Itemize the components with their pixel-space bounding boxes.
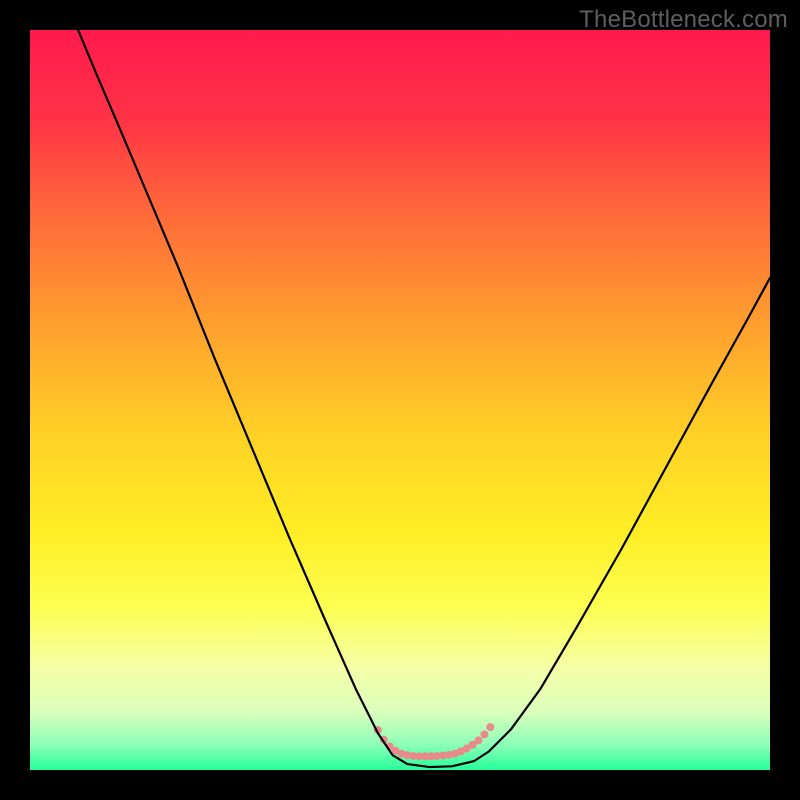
bottleneck-chart (0, 0, 800, 800)
watermark-text: TheBottleneck.com (579, 6, 788, 34)
chart-container: TheBottleneck.com (0, 0, 800, 800)
